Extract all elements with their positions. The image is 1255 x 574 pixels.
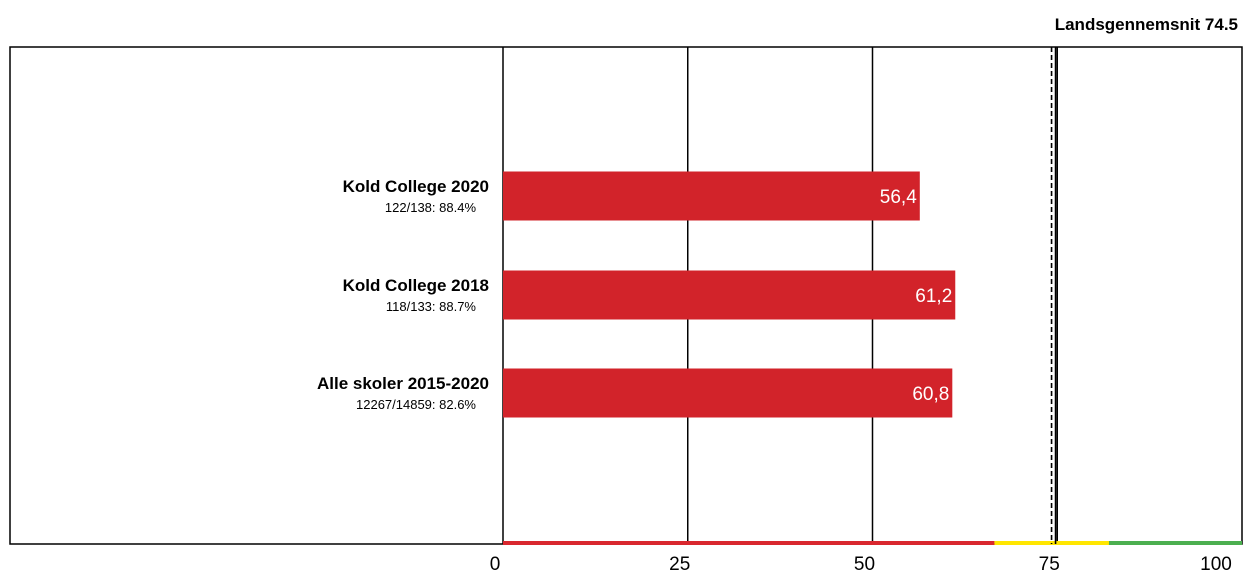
bar-value-label-0: 56,4: [880, 187, 917, 208]
reference-line-label: Landsgennemsnit 74.5: [1055, 15, 1238, 34]
bar-value-label-2: 60,8: [912, 384, 949, 405]
x-tick-label-50: 50: [854, 554, 875, 574]
category-label-0: Kold College 2020: [343, 177, 489, 196]
bar-value-label-1: 61,2: [915, 286, 952, 307]
bars: 56,4 61,2 60,8: [503, 171, 956, 418]
category-label-1: Kold College 2018: [343, 276, 489, 295]
category-labels: Kold College 2020 122/138: 88.4% Kold Coll…: [317, 177, 489, 412]
bar-2: [503, 368, 953, 418]
color-bands: [503, 541, 1242, 545]
x-tick-label-75: 75: [1039, 554, 1060, 574]
color-band-2: [1108, 541, 1242, 545]
x-tick-label-0: 0: [490, 554, 501, 574]
x-tick-label-100: 100: [1200, 554, 1232, 574]
category-label-2: Alle skoler 2015-2020: [317, 374, 489, 393]
bar-1: [503, 270, 956, 320]
category-sublabel-0: 122/138: 88.4%: [385, 200, 477, 215]
color-band-0: [503, 541, 995, 545]
x-axis-ticks: 0 25 50 75 100: [490, 554, 1232, 574]
category-sublabel-2: 12267/14859: 82.6%: [356, 397, 476, 412]
category-sublabel-1: 118/133: 88.7%: [386, 299, 477, 314]
bar-0: [503, 171, 920, 221]
x-tick-label-25: 25: [669, 554, 690, 574]
